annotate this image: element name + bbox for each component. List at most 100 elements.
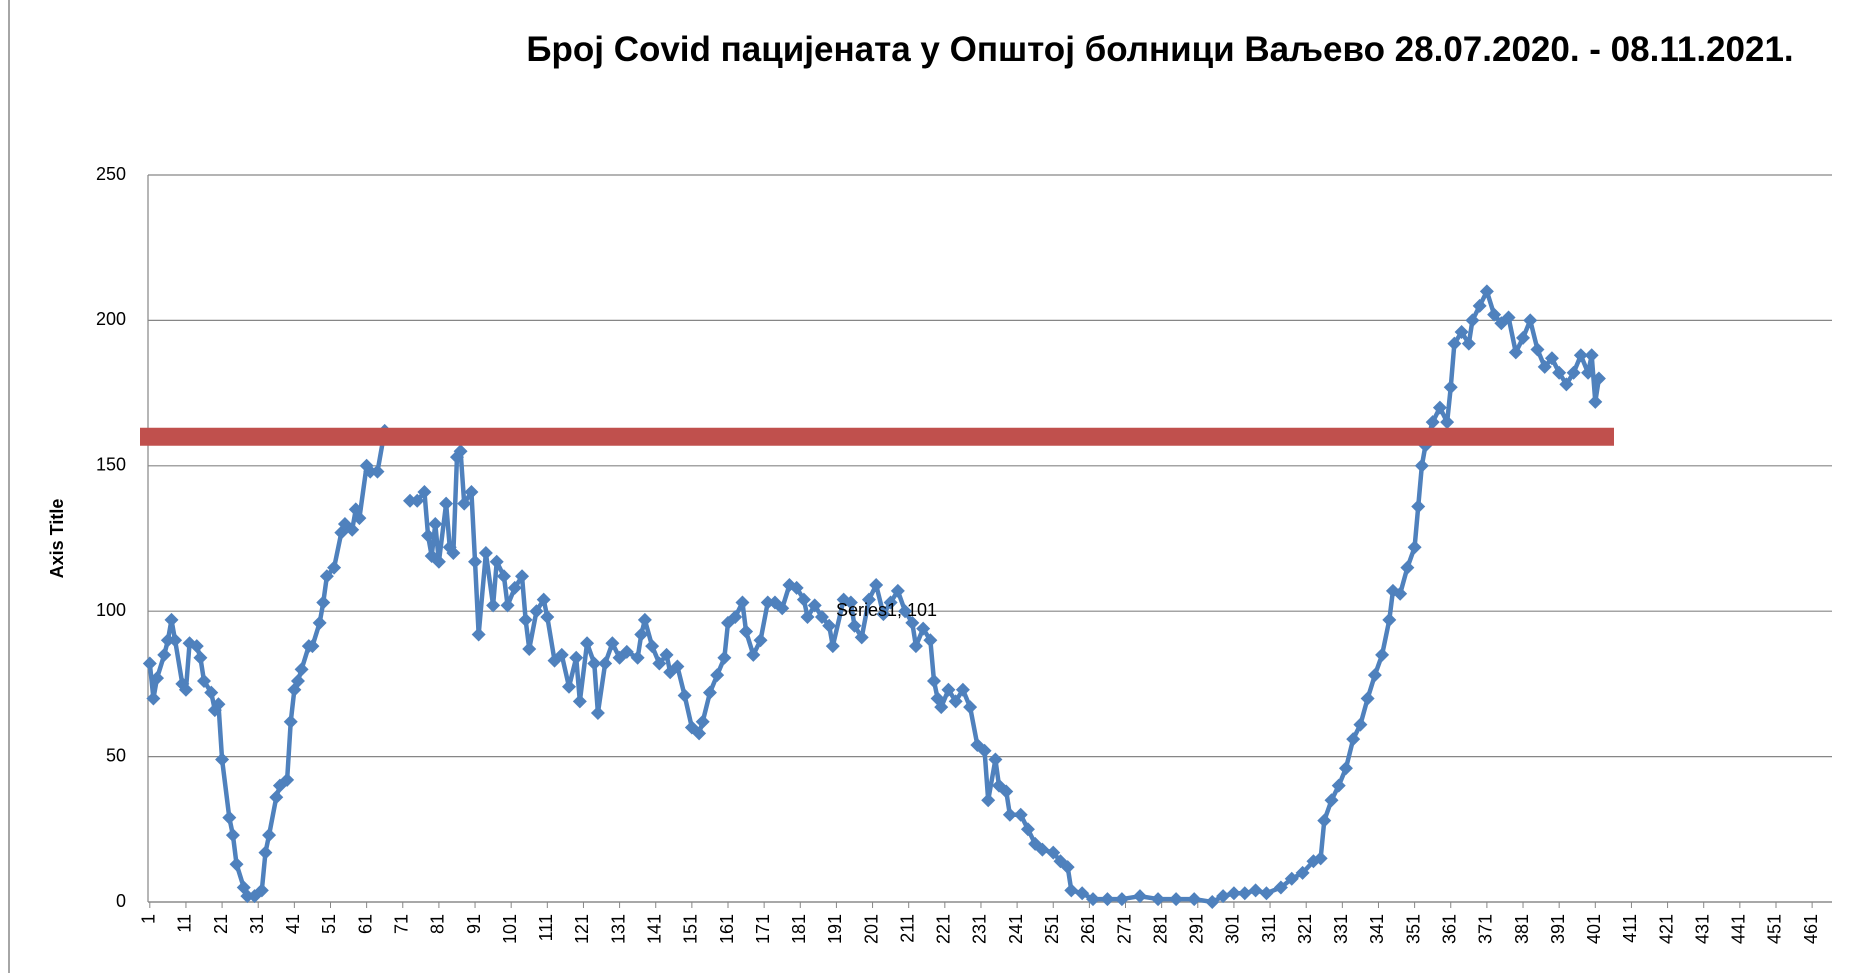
data-marker: [269, 790, 284, 805]
data-marker: [1046, 845, 1061, 860]
data-marker: [1295, 865, 1310, 880]
data-marker: [1530, 342, 1545, 357]
x-tick-label: 411: [1620, 914, 1640, 943]
data-marker: [453, 444, 468, 459]
data-marker: [1317, 813, 1332, 828]
data-marker: [1508, 345, 1523, 360]
data-marker: [352, 511, 367, 526]
data-marker: [1414, 458, 1429, 473]
data-marker: [645, 639, 660, 654]
data-marker: [193, 650, 208, 665]
x-tick-label: 161: [717, 914, 737, 944]
data-marker: [496, 569, 511, 584]
x-tick-label: 211: [897, 914, 917, 943]
data-marker: [854, 630, 869, 645]
data-marker: [319, 569, 334, 584]
data-marker: [923, 633, 938, 648]
data-marker: [240, 889, 255, 904]
data-marker: [789, 580, 804, 595]
data-marker: [1205, 895, 1220, 909]
data-marker: [710, 668, 725, 683]
data-marker: [580, 636, 595, 651]
data-marker: [280, 772, 295, 787]
data-marker: [439, 496, 454, 511]
data-marker: [1248, 883, 1263, 898]
data-marker: [1400, 560, 1415, 575]
x-tick-label: 231: [970, 914, 990, 944]
data-marker: [507, 580, 522, 595]
data-marker: [1566, 365, 1581, 380]
data-marker: [421, 528, 436, 543]
data-marker: [1501, 310, 1516, 325]
data-marker: [410, 493, 425, 508]
data-marker: [869, 578, 884, 593]
data-marker: [807, 598, 822, 613]
data-marker: [178, 682, 193, 697]
data-marker: [702, 685, 717, 700]
data-marker: [446, 546, 461, 561]
x-tick-label: 351: [1403, 914, 1423, 944]
x-tick-label: 261: [1078, 914, 1098, 944]
x-tick-label: 391: [1548, 914, 1568, 944]
data-marker: [630, 650, 645, 665]
x-tick-label: 341: [1367, 914, 1387, 944]
data-marker: [225, 828, 240, 843]
data-marker: [1331, 778, 1346, 793]
data-marker: [305, 639, 320, 654]
y-axis-title: Axis Title: [47, 499, 67, 579]
data-marker: [1013, 807, 1028, 822]
data-marker: [659, 647, 674, 662]
data-marker: [908, 639, 923, 654]
data-marker: [876, 607, 891, 622]
x-tick-label: 311: [1259, 914, 1279, 943]
data-marker: [290, 673, 305, 688]
data-marker: [1075, 886, 1090, 901]
data-marker: [1440, 415, 1455, 430]
data-marker: [215, 752, 230, 767]
data-marker: [1313, 851, 1328, 866]
data-marker: [1273, 880, 1288, 895]
data-marker: [619, 644, 634, 659]
data-marker: [692, 726, 707, 741]
data-marker: [587, 656, 602, 671]
data-marker: [598, 656, 613, 671]
chart-title: Број Covid пацијената у Општој болници В…: [526, 30, 1794, 69]
x-tick-label: 31: [247, 914, 267, 934]
x-tick-label: 421: [1656, 914, 1676, 944]
data-marker: [1411, 499, 1426, 514]
data-marker: [529, 604, 544, 619]
data-marker: [457, 496, 472, 511]
data-marker: [605, 636, 620, 651]
data-marker: [822, 618, 837, 633]
x-tick-label: 361: [1440, 914, 1460, 944]
data-marker: [800, 610, 815, 625]
x-tick-label: 441: [1729, 914, 1749, 944]
data-marker: [160, 633, 175, 648]
x-tick-label: 281: [1150, 914, 1170, 944]
data-marker: [150, 671, 165, 686]
data-marker: [1360, 691, 1375, 706]
data-marker: [1581, 365, 1596, 380]
data-marker: [283, 714, 298, 729]
data-marker: [847, 618, 862, 633]
data-marker: [963, 700, 978, 715]
x-tick-label: 1: [139, 914, 159, 924]
data-marker: [146, 691, 161, 706]
data-marker: [1064, 883, 1079, 898]
data-marker: [760, 595, 775, 610]
data-marker: [1584, 348, 1599, 363]
y-tick-label: 250: [96, 164, 126, 184]
data-marker: [164, 612, 179, 627]
data-marker: [735, 595, 750, 610]
data-marker: [1559, 377, 1574, 392]
x-tick-label: 321: [1295, 914, 1315, 944]
data-marker: [1375, 647, 1390, 662]
data-marker: [562, 679, 576, 694]
data-marker: [189, 639, 204, 654]
x-tick-label: 81: [428, 914, 448, 934]
data-marker: [327, 560, 342, 575]
data-marker: [1132, 889, 1147, 904]
data-marker: [1382, 612, 1397, 627]
data-line: [147, 289, 1602, 905]
